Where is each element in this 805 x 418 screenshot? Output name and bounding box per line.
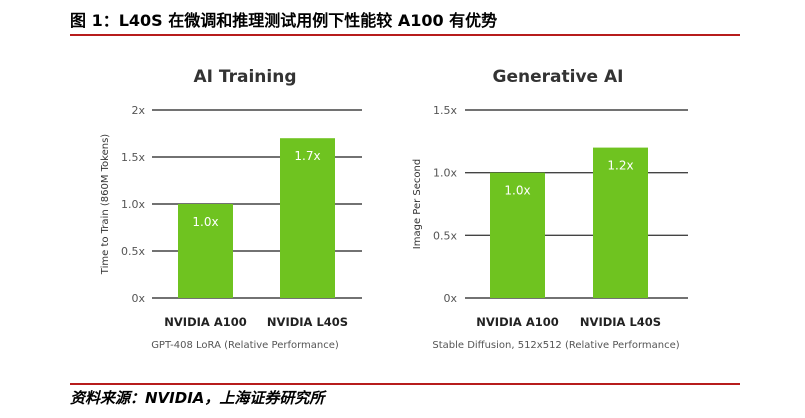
y-tick-label: 0x (443, 292, 457, 305)
y-tick-label: 0x (131, 292, 145, 305)
y-tick-label: 1.5x (121, 151, 145, 164)
data-label: 1.0x (192, 215, 218, 229)
data-label: 1.7x (294, 149, 320, 163)
x-axis-label: Stable Diffusion, 512x512 (Relative Perf… (432, 340, 679, 351)
y-tick-label: 0.5x (121, 245, 145, 258)
y-tick-label: 1.0x (433, 167, 457, 180)
y-tick-label: 0.5x (433, 229, 457, 242)
y-tick-label: 2x (131, 104, 145, 117)
bar (280, 138, 335, 298)
chart-title: AI Training (193, 67, 296, 87)
data-label: 1.0x (504, 184, 530, 198)
figure-title: 图 1：L40S 在微调和推理测试用例下性能较 A100 有优势 (70, 10, 740, 36)
bar (593, 147, 648, 298)
category-label: NVIDIA L40S (580, 315, 661, 329)
x-axis-label: GPT-408 LoRA (Relative Performance) (151, 340, 339, 351)
bar (490, 172, 545, 298)
category-label: NVIDIA A100 (476, 315, 558, 329)
bar (178, 204, 233, 298)
y-tick-label: 1.5x (433, 104, 457, 117)
figure-source: 资料来源：NVIDIA，上海证券研究所 (70, 383, 740, 411)
y-axis-label: Time to Train (860M Tokens) (100, 134, 111, 275)
category-label: NVIDIA A100 (164, 315, 246, 329)
data-label: 1.2x (607, 159, 633, 173)
chart-title: Generative AI (493, 67, 624, 87)
y-tick-label: 1.0x (121, 198, 145, 211)
y-axis-label: Image Per Second (412, 159, 423, 249)
category-label: NVIDIA L40S (267, 315, 348, 329)
